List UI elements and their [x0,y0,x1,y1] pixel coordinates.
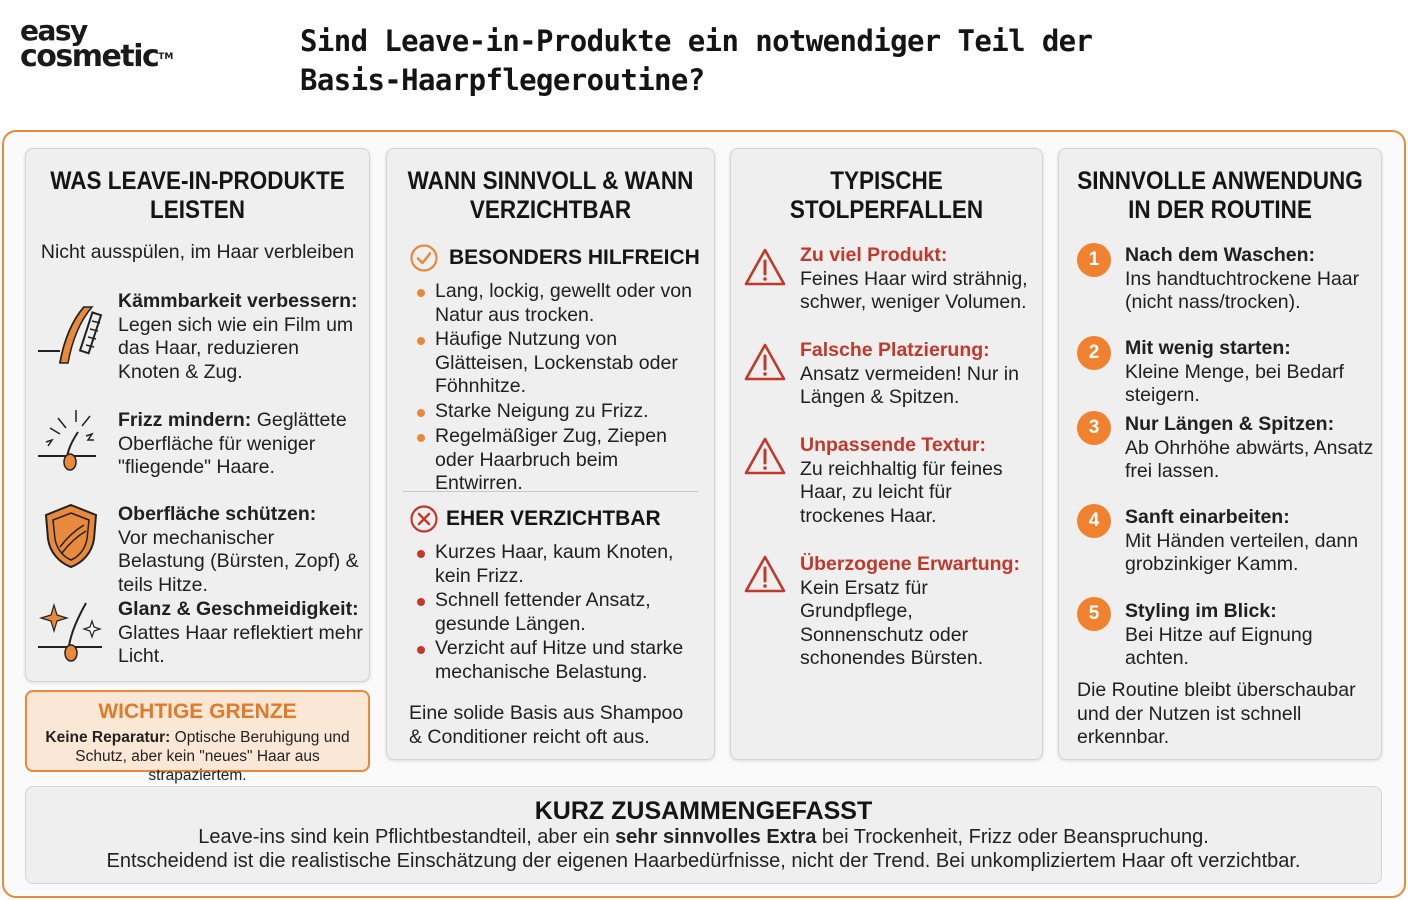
summary-line-1-pre: Leave-ins sind kein Pflichtbestandteil, … [198,826,610,848]
column-footer: Eine solide Basis aus Shampoo & Conditio… [409,702,684,748]
step-number-badge: 2 [1077,336,1111,370]
pitfall-text: Feines Haar wird strähnig, schwer, wenig… [800,267,1028,314]
benefit-item-3: Oberfläche schützen: Vor mechanischer Bel… [118,503,366,597]
pitfall-head: Zu viel Produkt: [800,244,948,266]
brand-line1: easy [20,14,88,47]
shield-icon [44,503,98,569]
step-number-badge: 3 [1077,411,1111,445]
step-text: Kleine Menge, bei Bedarf steigern. [1125,360,1344,407]
dispensable-label: EHER VERZICHTBAR [446,507,661,531]
benefit-item-2: Frizz mindern: Geglättete Oberfläche für… [118,409,366,480]
benefit-text: Vor mechanischer Belastung (Bürsten, Zop… [118,526,359,596]
pitfall-text: Zu reichhaltig für feines Haar, zu leich… [800,457,1003,527]
helpful-item: Regelmäßiger Zug, Ziepen oder Haarbruch … [415,425,705,496]
page-title: Sind Leave-in-Produkte ein notwendiger T… [300,24,1093,97]
step-text: Mit Händen verteilen, dann grobzinkiger … [1125,529,1359,576]
x-circle-icon [410,505,438,533]
column-benefits: WAS LEAVE-IN-PRODUKTE LEISTEN Nicht auss… [25,148,370,682]
step-head: Nach dem Waschen: [1125,244,1315,266]
summary-box: KURZ ZUSAMMENGEFASST Leave-ins sind kein… [25,786,1382,884]
pitfall-item: Unpassende Textur: Zu reichhaltig für fei… [800,434,1040,528]
routine-step: Nach dem Waschen: Ins handtuchtrockene Ha… [1125,244,1377,315]
step-head: Mit wenig starten: [1125,337,1291,359]
helpful-label: BESONDERS HILFREICH [449,246,700,270]
limit-title: WICHTIGE GRENZE [98,700,297,723]
routine-step: Sanft einarbeiten: Mit Händen verteilen, … [1125,506,1377,577]
column-title: WAS LEAVE-IN-PRODUKTE LEISTEN [50,167,345,224]
dispensable-item: Verzicht auf Hitze und starke mechanisch… [415,637,705,684]
column-title: WANN SINNVOLL & WANN VERZICHTBAR [407,167,694,224]
pitfall-item: Zu viel Produkt: Feines Haar wird strähni… [800,244,1040,315]
summary-title: KURZ ZUSAMMENGEFASST [534,797,873,825]
routine-step: Mit wenig starten: Kleine Menge, bei Beda… [1125,337,1377,408]
warning-icon [744,437,786,475]
pitfall-head: Falsche Platzierung: [800,339,990,361]
step-number-badge: 4 [1077,504,1111,538]
step-number-badge: 1 [1077,243,1111,277]
routine-step: Nur Längen & Spitzen: Ab Ohrhöhe abwärts,… [1125,413,1377,484]
pitfall-head: Überzogene Erwartung: [800,553,1020,575]
dispensable-header: EHER VERZICHTBAR [409,504,661,534]
summary-line-1: Leave-ins sind kein Pflichtbestandteil, … [26,826,1381,850]
column-when-useful: WANN SINNVOLL & WANN VERZICHTBAR BESONDE… [386,148,715,760]
brand-line2: cosmetic [20,39,160,75]
brand-tm: TM [158,52,174,63]
summary-line-1-bold: sehr sinnvolles Extra [615,826,817,848]
benefit-head: Oberfläche schützen: [118,503,317,525]
pitfall-text: Kein Ersatz für Grundpflege, Sonnenschut… [800,576,984,670]
limit-bold: Keine Reparatur: [45,729,171,746]
step-text: Ab Ohrhöhe abwärts, Ansatz frei lassen. [1125,436,1374,483]
benefit-text: Glattes Haar reflektiert mehr Licht. [118,621,363,668]
column-subtitle: Nicht ausspülen, im Haar verbleiben [40,241,355,263]
limit-text: Optische Beruhigung und Schutz, aber kei… [75,729,350,784]
sparkle-hair-icon [38,602,102,662]
step-number-badge: 5 [1077,597,1111,631]
column-routine: SINNVOLLE ANWENDUNG IN DER ROUTINE 1 Nac… [1058,148,1382,760]
routine-step: Styling im Blick: Bei Hitze auf Eignung a… [1125,600,1377,671]
step-head: Styling im Blick: [1125,600,1277,622]
frizz-hair-icon [38,410,96,471]
warning-icon [744,248,786,286]
pitfall-item: Überzogene Erwartung: Kein Ersatz für Gru… [800,553,1040,671]
dispensable-item: Kurzes Haar, kaum Knoten, kein Frizz. [415,541,705,588]
step-text: Ins handtuchtrockene Haar (nicht nass/tr… [1125,267,1360,314]
benefit-head: Frizz mindern: [118,409,252,431]
summary-line-1-post: bei Trockenheit, Frizz oder Beanspruchun… [821,826,1209,848]
section-divider [403,491,698,492]
brand-logo: easy cosmeticTM [20,14,174,71]
warning-icon [744,555,786,593]
summary-line-2: Entscheidend ist die realistische Einsch… [106,849,1301,872]
pitfall-head: Unpassende Textur: [800,434,987,456]
benefit-item-1: Kämmbarkeit verbessern: Legen sich wie ei… [118,290,366,384]
step-head: Sanft einarbeiten: [1125,506,1290,528]
benefit-item-4: Glanz & Geschmeidigkeit: Glattes Haar ref… [118,598,366,669]
benefit-text: Geglättete Oberfläche für weniger "flieg… [118,409,347,478]
benefit-head: Kämmbarkeit verbessern: [118,290,358,312]
dispensable-item: Schnell fettender Ansatz, gesunde Längen… [415,589,705,636]
helpful-header: BESONDERS HILFREICH [409,243,700,273]
comb-hair-icon [38,306,103,364]
helpful-item: Lang, lockig, gewellt oder von Natur aus… [415,280,705,327]
benefit-text: Legen sich wie ein Film um das Haar, red… [118,313,354,383]
step-head: Nur Längen & Spitzen: [1125,413,1335,435]
warning-icon [744,343,786,381]
step-text: Bei Hitze auf Eignung achten. [1125,623,1313,670]
benefit-head: Glanz & Geschmeidigkeit: [118,598,359,620]
column-pitfalls: TYPISCHE STOLPERFALLEN Zu viel Produkt: F… [730,148,1043,760]
column-title: TYPISCHE STOLPERFALLEN [789,167,984,224]
column-footer: Die Routine bleibt überschaubar und der … [1077,679,1356,748]
important-limit-box: WICHTIGE GRENZE Keine Reparatur: Optisch… [25,690,370,784]
helpful-item: Starke Neigung zu Frizz. [415,400,705,424]
helpful-item: Häufige Nutzung von Glätteisen, Lockenst… [415,328,705,399]
check-circle-icon [410,244,438,272]
pitfall-item: Falsche Platzierung: Ansatz vermeiden! Nu… [800,339,1040,410]
column-title: SINNVOLLE ANWENDUNG IN DER ROUTINE [1077,167,1363,224]
limit-body: Keine Reparatur: Optische Beruhigung und… [27,728,368,785]
pitfall-text: Ansatz vermeiden! Nur in Längen & Spitze… [800,362,1019,409]
